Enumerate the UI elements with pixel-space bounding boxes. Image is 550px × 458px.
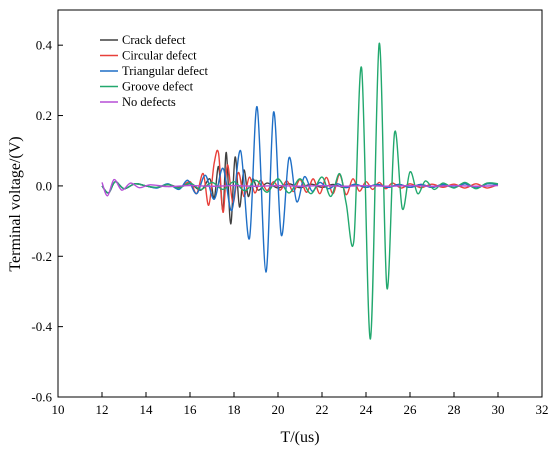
y-axis: -0.6 -0.4 -0.2 0.0 0.2 0.4 (31, 38, 63, 405)
x-tick-label: 30 (492, 402, 505, 417)
series-line-no-defects (101, 178, 499, 197)
legend-label: No defects (122, 95, 176, 109)
x-tick-label: 16 (184, 402, 198, 417)
legend-label: Triangular defect (122, 64, 208, 78)
x-tick-label: 20 (272, 402, 285, 417)
x-tick-label: 14 (140, 402, 154, 417)
legend-label: Crack defect (122, 33, 186, 47)
plot-frame (57, 9, 543, 398)
x-tick-label: 10 (52, 402, 65, 417)
y-tick-label: -0.4 (31, 319, 52, 334)
x-tick-label: 22 (316, 402, 329, 417)
y-tick-label: -0.6 (31, 390, 52, 405)
x-tick-label: 12 (96, 402, 109, 417)
y-tick-label: 0.0 (36, 178, 52, 193)
x-tick-label: 26 (404, 402, 418, 417)
x-tick-label: 18 (228, 402, 241, 417)
legend-label: Circular defect (122, 49, 197, 63)
y-tick-label: -0.2 (31, 249, 52, 264)
y-tick-label: 0.2 (36, 108, 52, 123)
series-layer (101, 42, 499, 340)
x-tick-label: 24 (360, 402, 374, 417)
y-tick-label: 0.4 (36, 38, 53, 53)
x-tick-label: 28 (448, 402, 461, 417)
legend-label: Groove defect (122, 80, 194, 94)
y-axis-title: Terminal voltage/(V) (7, 136, 24, 271)
x-axis: 10 12 14 16 18 20 22 24 26 28 30 32 (52, 392, 549, 417)
x-tick-label: 32 (536, 402, 549, 417)
x-axis-title: T/(us) (280, 429, 319, 446)
